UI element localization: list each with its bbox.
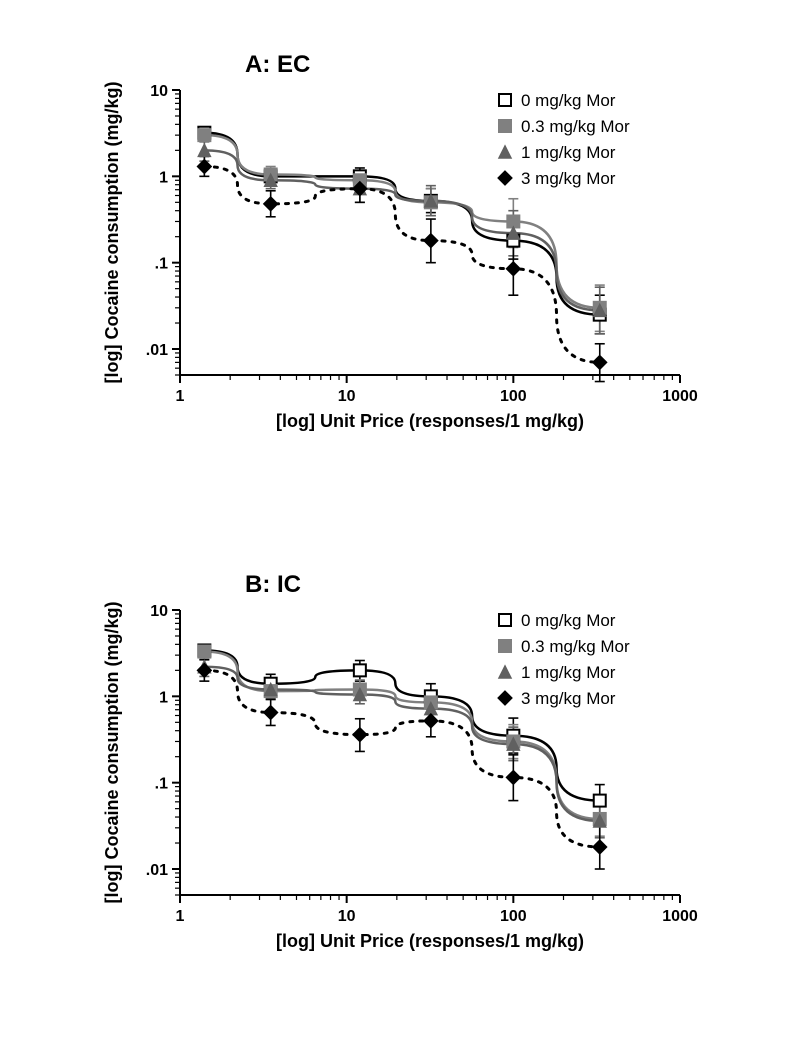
svg-text:0.3 mg/kg Mor: 0.3 mg/kg Mor — [521, 637, 630, 656]
svg-text:.1: .1 — [155, 776, 168, 793]
svg-text:.01: .01 — [146, 342, 168, 359]
svg-text:10: 10 — [338, 388, 356, 405]
svg-text:0 mg/kg Mor: 0 mg/kg Mor — [521, 611, 616, 630]
svg-text:1 mg/kg Mor: 1 mg/kg Mor — [521, 143, 616, 162]
svg-text:[log] Cocaine consumption (mg/: [log] Cocaine consumption (mg/kg) — [102, 602, 122, 904]
svg-text:.1: .1 — [155, 256, 168, 273]
svg-text:1: 1 — [176, 908, 185, 925]
svg-text:0 mg/kg Mor: 0 mg/kg Mor — [521, 91, 616, 110]
svg-text:10: 10 — [150, 83, 168, 100]
svg-text:0.3 mg/kg Mor: 0.3 mg/kg Mor — [521, 117, 630, 136]
panel-b: 1 10 100 1000 .01 .1 1 10 [log] Unit Price (resp… — [95, 560, 705, 960]
svg-text:100: 100 — [500, 908, 527, 925]
svg-text:1: 1 — [159, 689, 168, 706]
svg-text:10: 10 — [338, 908, 356, 925]
svg-text:3 mg/kg Mor: 3 mg/kg Mor — [521, 689, 616, 708]
svg-text:[log] Unit Price (responses/1: [log] Unit Price (responses/1 mg/kg) — [276, 931, 584, 951]
svg-text:3 mg/kg Mor: 3 mg/kg Mor — [521, 169, 616, 188]
chart-panel-b: 1 10 100 1000 .01 .1 1 10 [log] Unit Price (resp… — [95, 560, 705, 960]
svg-text:[log] Cocaine consumption (mg/: [log] Cocaine consumption (mg/kg) — [102, 82, 122, 384]
svg-text:.01: .01 — [146, 862, 168, 879]
svg-text:1 mg/kg Mor: 1 mg/kg Mor — [521, 663, 616, 682]
svg-text:[log] Unit Price (responses/1: [log] Unit Price (responses/1 mg/kg) — [276, 411, 584, 431]
svg-text:B: IC: B: IC — [245, 571, 301, 598]
figure: 1 10 100 1000 .01 .1 1 10 [log] Unit Price (resp… — [0, 0, 804, 1050]
svg-text:1000: 1000 — [662, 908, 698, 925]
svg-text:100: 100 — [500, 388, 527, 405]
svg-text:1: 1 — [176, 388, 185, 405]
chart-panel-a: 1 10 100 1000 .01 .1 1 10 [log] Unit Price (resp… — [95, 40, 705, 440]
svg-text:10: 10 — [150, 603, 168, 620]
svg-text:1000: 1000 — [662, 388, 698, 405]
svg-text:A: EC: A: EC — [245, 51, 310, 78]
panel-a: 1 10 100 1000 .01 .1 1 10 [log] Unit Price (resp… — [95, 40, 705, 440]
svg-text:1: 1 — [159, 169, 168, 186]
